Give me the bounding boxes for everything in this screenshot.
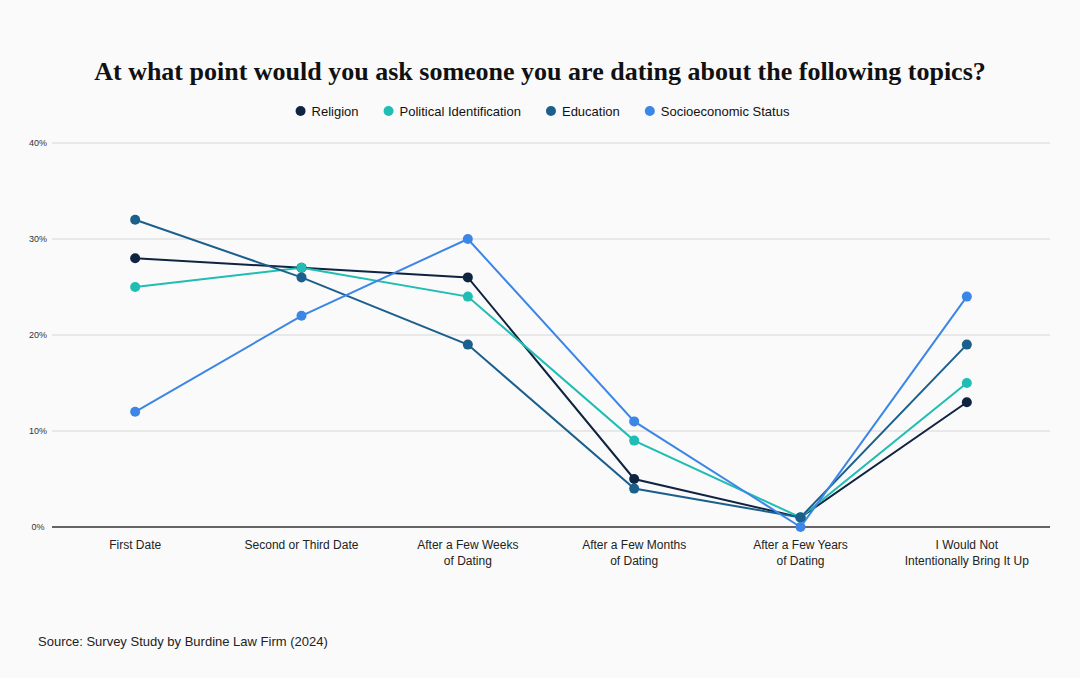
series-marker — [463, 292, 473, 302]
title: At what point would you ask someone you … — [94, 57, 986, 86]
series-marker — [463, 340, 473, 350]
y-tick-label: 30% — [29, 234, 47, 244]
x-tick-label: After a Few Weeks of Dating — [417, 538, 518, 568]
x-tick-label: Second or Third Date — [245, 538, 359, 552]
y-tick-label: 10% — [29, 426, 47, 436]
series-marker — [297, 272, 307, 282]
series-marker — [796, 512, 806, 522]
series-marker — [297, 263, 307, 273]
plot-area — [130, 215, 972, 532]
x-axis-line — [52, 527, 1050, 528]
legend-item: Political Identification — [384, 104, 521, 119]
series-marker — [463, 234, 473, 244]
series-marker — [629, 474, 639, 484]
series-marker — [629, 436, 639, 446]
series-marker — [796, 512, 806, 522]
legend-marker — [546, 106, 556, 116]
grid-line — [52, 431, 1050, 432]
x-tick-label: First Date — [109, 538, 161, 552]
x-tick-label-line: After a Few Weeks — [417, 538, 518, 552]
x-tick-label-line: of Dating — [444, 554, 492, 568]
y-tick-label: 40% — [29, 138, 47, 148]
x-tick-label-line: of Dating — [610, 554, 658, 568]
series-marker — [130, 253, 140, 263]
grid-line — [52, 143, 1050, 144]
series-line — [135, 258, 967, 517]
x-tick-label-line: First Date — [109, 538, 161, 552]
legend-label: Religion — [312, 104, 359, 119]
x-tick-label: After a Few Years of Dating — [753, 538, 848, 568]
x-tick-label-line: After a Few Months — [582, 538, 686, 552]
y-tick-label: 20% — [29, 330, 47, 340]
series-line — [135, 220, 967, 518]
legend-label: Political Identification — [400, 104, 521, 119]
series-line — [135, 239, 967, 527]
series-marker — [629, 416, 639, 426]
series-marker — [962, 292, 972, 302]
legend: Religion Political Identification Educatio… — [296, 104, 790, 119]
series-marker — [962, 378, 972, 388]
x-tick-label-line: Intentionally Bring It Up — [905, 554, 1029, 568]
series-marker — [629, 484, 639, 494]
series-marker — [297, 263, 307, 273]
x-tick-label: I Would Not Intentionally Bring It Up — [905, 538, 1029, 568]
series-marker — [130, 407, 140, 417]
legend-label: Education — [562, 104, 620, 119]
legend-item: Religion — [296, 104, 359, 119]
series-marker — [796, 522, 806, 532]
series-marker — [130, 282, 140, 292]
series-line — [135, 268, 967, 518]
series-marker — [796, 512, 806, 522]
legend-item: Education — [546, 104, 620, 119]
grid — [52, 143, 1050, 527]
chart: At what point would you ask someone you … — [0, 0, 1080, 678]
legend-label: Socioeconomic Status — [661, 104, 790, 119]
grid-line — [52, 527, 1050, 528]
series-marker — [962, 340, 972, 350]
legend-marker — [384, 106, 394, 116]
y-tick-label: 0% — [31, 522, 44, 532]
legend-marker — [296, 106, 306, 116]
series-marker — [130, 215, 140, 225]
x-tick-label-line: of Dating — [776, 554, 824, 568]
series-marker — [962, 397, 972, 407]
x-tick-label-line: I Would Not — [936, 538, 999, 552]
series-marker — [463, 272, 473, 282]
series-marker — [297, 311, 307, 321]
x-tick-label-line: Second or Third Date — [245, 538, 359, 552]
source: Source: Survey Study by Burdine Law Firm… — [38, 634, 328, 649]
x-tick-label-line: After a Few Years — [753, 538, 848, 552]
x-tick-label: After a Few Months of Dating — [582, 538, 686, 568]
grid-line — [52, 239, 1050, 240]
background — [0, 0, 1080, 678]
legend-item: Socioeconomic Status — [645, 104, 790, 119]
legend-marker — [645, 106, 655, 116]
grid-line — [52, 335, 1050, 336]
